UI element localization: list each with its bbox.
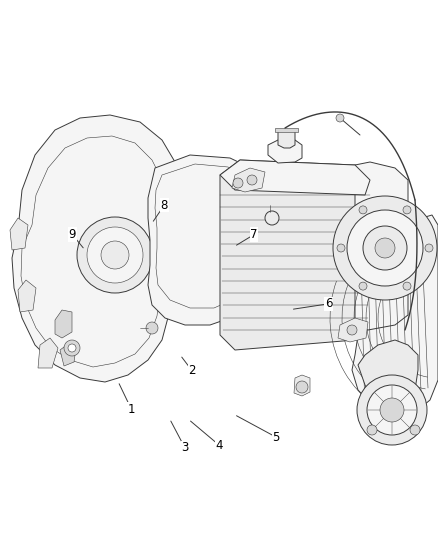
Polygon shape (232, 168, 265, 192)
Text: 1: 1 (127, 403, 135, 416)
Circle shape (146, 322, 158, 334)
Circle shape (403, 282, 411, 290)
Text: 4: 4 (215, 439, 223, 451)
Circle shape (77, 217, 153, 293)
Polygon shape (220, 160, 370, 195)
Circle shape (425, 244, 433, 252)
Circle shape (359, 282, 367, 290)
Polygon shape (268, 140, 302, 163)
Polygon shape (220, 160, 370, 350)
Polygon shape (355, 162, 408, 330)
Circle shape (367, 385, 417, 435)
Text: 8: 8 (161, 199, 168, 212)
Polygon shape (294, 375, 310, 396)
Circle shape (363, 226, 407, 270)
Circle shape (347, 325, 357, 335)
Circle shape (337, 244, 345, 252)
Circle shape (359, 206, 367, 214)
Circle shape (375, 238, 395, 258)
Text: 3: 3 (181, 441, 188, 454)
Circle shape (380, 398, 404, 422)
Polygon shape (338, 318, 368, 342)
Circle shape (64, 340, 80, 356)
Text: 6: 6 (325, 297, 332, 310)
Circle shape (68, 344, 76, 352)
Polygon shape (55, 310, 72, 338)
Circle shape (101, 241, 129, 269)
Polygon shape (10, 218, 28, 250)
Polygon shape (18, 280, 36, 312)
Circle shape (247, 175, 257, 185)
Polygon shape (60, 344, 76, 366)
Polygon shape (275, 128, 298, 132)
Circle shape (403, 206, 411, 214)
Circle shape (336, 114, 344, 122)
Polygon shape (278, 130, 295, 148)
Polygon shape (358, 340, 418, 418)
Text: 5: 5 (272, 431, 279, 443)
Text: 9: 9 (68, 228, 76, 241)
Circle shape (233, 178, 243, 188)
Circle shape (347, 210, 423, 286)
Polygon shape (148, 155, 262, 325)
Polygon shape (38, 338, 58, 368)
Text: 7: 7 (250, 228, 258, 241)
Circle shape (410, 425, 420, 435)
Text: 2: 2 (188, 364, 196, 377)
Circle shape (367, 425, 377, 435)
Polygon shape (352, 215, 438, 415)
Circle shape (357, 375, 427, 445)
Circle shape (296, 381, 308, 393)
Circle shape (87, 227, 143, 283)
Circle shape (265, 211, 279, 225)
Circle shape (333, 196, 437, 300)
Polygon shape (12, 115, 178, 382)
